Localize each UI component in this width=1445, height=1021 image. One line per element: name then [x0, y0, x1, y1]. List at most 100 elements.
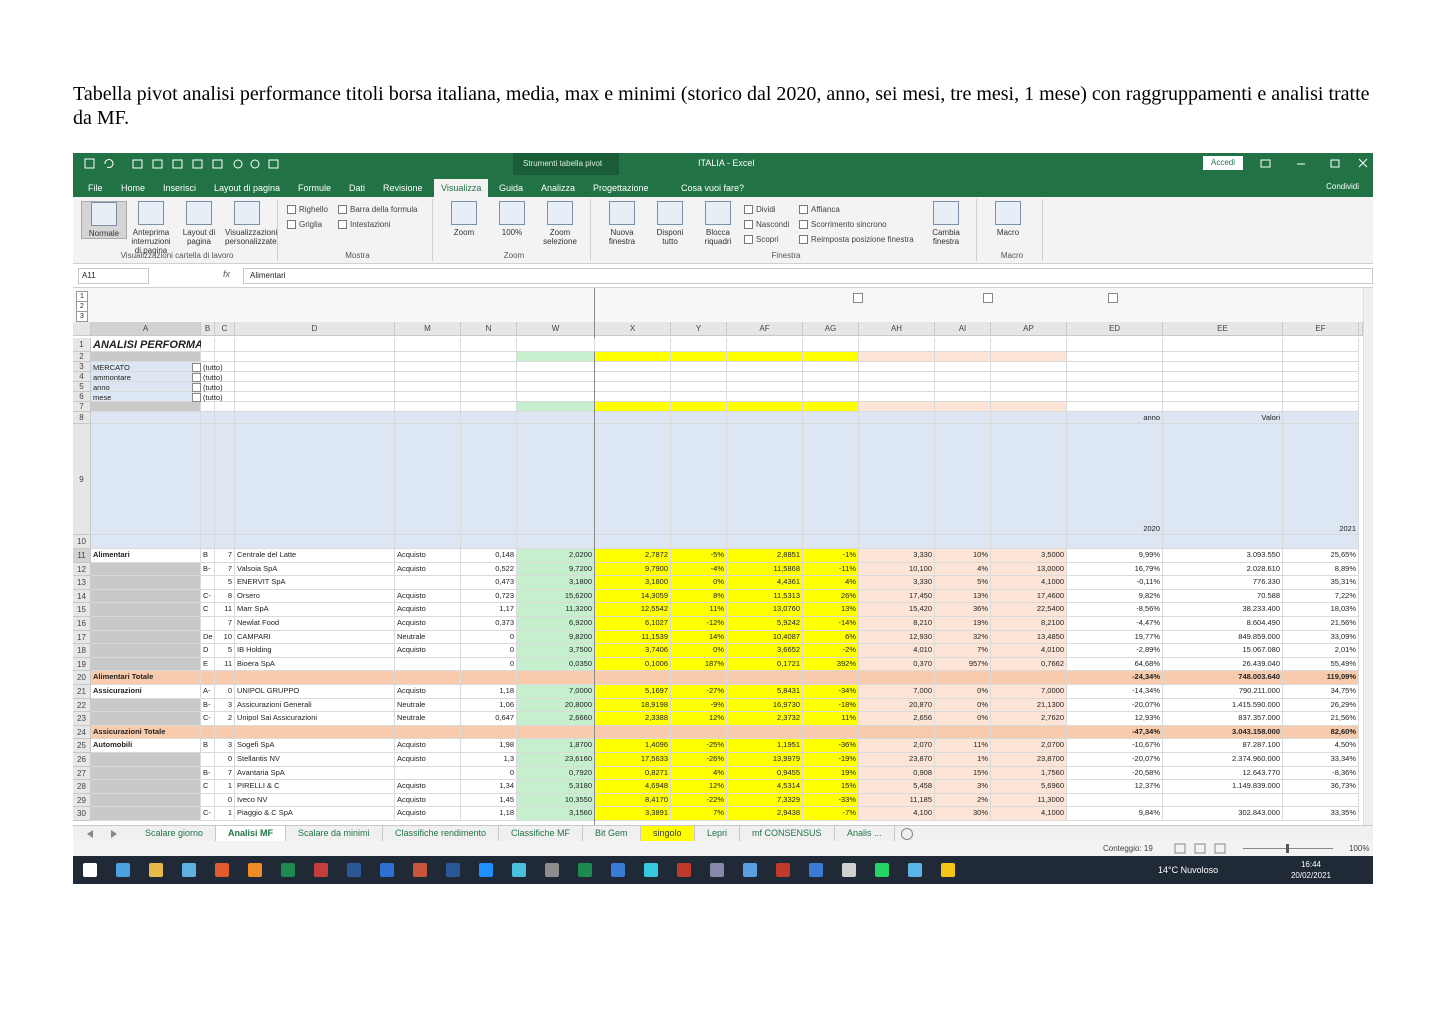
- cell[interactable]: 790.211.000: [1163, 685, 1283, 699]
- cell[interactable]: [395, 657, 461, 672]
- cell[interactable]: [1067, 535, 1163, 549]
- cell[interactable]: D: [201, 644, 215, 658]
- tab-nav[interactable]: [81, 829, 121, 839]
- cell[interactable]: 7,3329: [727, 793, 803, 808]
- column-header[interactable]: M: [395, 322, 461, 336]
- ribbon-button[interactable]: Normale: [81, 201, 127, 239]
- cell[interactable]: [935, 392, 991, 402]
- cell[interactable]: ENERVIT SpA: [235, 576, 395, 590]
- cell[interactable]: 0%: [671, 576, 727, 590]
- cell[interactable]: [935, 338, 991, 352]
- cell[interactable]: 2%: [935, 793, 991, 808]
- ribbon-option[interactable]: Barra della formula: [338, 203, 418, 217]
- cell[interactable]: 837.357.000: [1163, 712, 1283, 726]
- column-header[interactable]: N: [461, 322, 517, 336]
- cell[interactable]: 7: [215, 549, 235, 563]
- cell[interactable]: 11,5868: [727, 562, 803, 577]
- cell[interactable]: 3%: [935, 780, 991, 794]
- cell[interactable]: -8,36%: [1283, 766, 1359, 781]
- cell[interactable]: [1163, 793, 1283, 808]
- cell[interactable]: [595, 671, 671, 685]
- cell[interactable]: UNIPOL GRUPPO: [235, 685, 395, 699]
- cell[interactable]: -25%: [671, 739, 727, 753]
- cell[interactable]: [201, 402, 215, 412]
- cell[interactable]: 13,0760: [727, 603, 803, 617]
- cell[interactable]: 33,34%: [1283, 753, 1359, 767]
- cell[interactable]: Assicurazioni Generali: [235, 698, 395, 713]
- cell[interactable]: 64,68%: [1067, 657, 1163, 672]
- cell[interactable]: [235, 725, 395, 740]
- cell[interactable]: 2: [215, 712, 235, 726]
- cell[interactable]: [935, 402, 991, 412]
- cell[interactable]: [1163, 392, 1283, 402]
- cell[interactable]: [517, 382, 595, 392]
- cell[interactable]: [803, 671, 859, 685]
- cell[interactable]: Valsoia SpA: [235, 562, 395, 577]
- cell[interactable]: 2021: [1283, 424, 1359, 535]
- cell[interactable]: 0,1721: [727, 657, 803, 672]
- cell[interactable]: -2,89%: [1067, 644, 1163, 658]
- cell[interactable]: E: [201, 657, 215, 672]
- cell[interactable]: [935, 412, 991, 424]
- cell[interactable]: -20,07%: [1067, 753, 1163, 767]
- ribbon-option[interactable]: Affianca: [799, 203, 840, 217]
- cell[interactable]: -1%: [803, 549, 859, 563]
- cell[interactable]: 1,8700: [517, 739, 595, 753]
- cell[interactable]: [1163, 362, 1283, 372]
- cell[interactable]: -33%: [803, 793, 859, 808]
- cell[interactable]: MERCATO: [91, 362, 201, 372]
- cell[interactable]: 12,930: [859, 630, 935, 645]
- cell[interactable]: Neutrale: [395, 712, 461, 726]
- sheet-tab[interactable]: mf CONSENSUS: [740, 826, 835, 841]
- cell[interactable]: [1283, 372, 1359, 382]
- cell[interactable]: [461, 352, 517, 362]
- cell[interactable]: 4,1000: [991, 807, 1067, 821]
- cell[interactable]: 9,7900: [595, 562, 671, 577]
- cell[interactable]: 8: [215, 589, 235, 604]
- row-header[interactable]: 26: [73, 753, 91, 767]
- row-header[interactable]: 9: [73, 424, 91, 535]
- cell[interactable]: 4,4361: [727, 576, 803, 590]
- cell[interactable]: 26,29%: [1283, 698, 1359, 713]
- cell[interactable]: [201, 535, 215, 549]
- cell[interactable]: 2,3732: [727, 712, 803, 726]
- column-header[interactable]: EE: [1163, 322, 1283, 336]
- cell[interactable]: Acquisto: [395, 603, 461, 617]
- cell[interactable]: 5,9242: [727, 617, 803, 631]
- column-header[interactable]: AF: [727, 322, 803, 336]
- cell[interactable]: 10%: [935, 549, 991, 563]
- cell[interactable]: [235, 382, 395, 392]
- column-header[interactable]: AG: [803, 322, 859, 336]
- cell[interactable]: [671, 352, 727, 362]
- sheet-tab[interactable]: Scalare da minimi: [286, 826, 383, 841]
- cell[interactable]: 3: [215, 739, 235, 753]
- cell[interactable]: [595, 725, 671, 740]
- sheet-tab[interactable]: Analis ...: [835, 826, 895, 841]
- cell[interactable]: [215, 362, 235, 372]
- taskbar-icon[interactable]: [941, 863, 955, 877]
- cell[interactable]: -10,67%: [1067, 739, 1163, 753]
- cell[interactable]: [91, 753, 201, 767]
- cell[interactable]: Assicurazioni: [91, 685, 201, 699]
- share[interactable]: Condividi: [1326, 182, 1359, 191]
- cell[interactable]: ANALISI PERFORMANCE TITOLI BORSA ITALIAN…: [91, 338, 360, 352]
- cell[interactable]: 1: [215, 807, 235, 821]
- cell[interactable]: 15%: [935, 766, 991, 781]
- cell[interactable]: 1,4096: [595, 739, 671, 753]
- row-header[interactable]: 11: [73, 549, 91, 563]
- column-header[interactable]: C: [215, 322, 235, 336]
- cell[interactable]: [803, 352, 859, 362]
- cell[interactable]: [461, 424, 517, 535]
- cell[interactable]: 0,7662: [991, 657, 1067, 672]
- cell[interactable]: -26%: [671, 753, 727, 767]
- cell[interactable]: 7: [215, 617, 235, 631]
- cell[interactable]: 9,84%: [1067, 807, 1163, 821]
- cell[interactable]: 15,6200: [517, 589, 595, 604]
- cell[interactable]: 1,34: [461, 780, 517, 794]
- cell[interactable]: 2,7620: [991, 712, 1067, 726]
- cell[interactable]: [235, 671, 395, 685]
- cell[interactable]: -34%: [803, 685, 859, 699]
- cell[interactable]: [215, 412, 235, 424]
- cell[interactable]: [395, 671, 461, 685]
- cell[interactable]: -22%: [671, 793, 727, 808]
